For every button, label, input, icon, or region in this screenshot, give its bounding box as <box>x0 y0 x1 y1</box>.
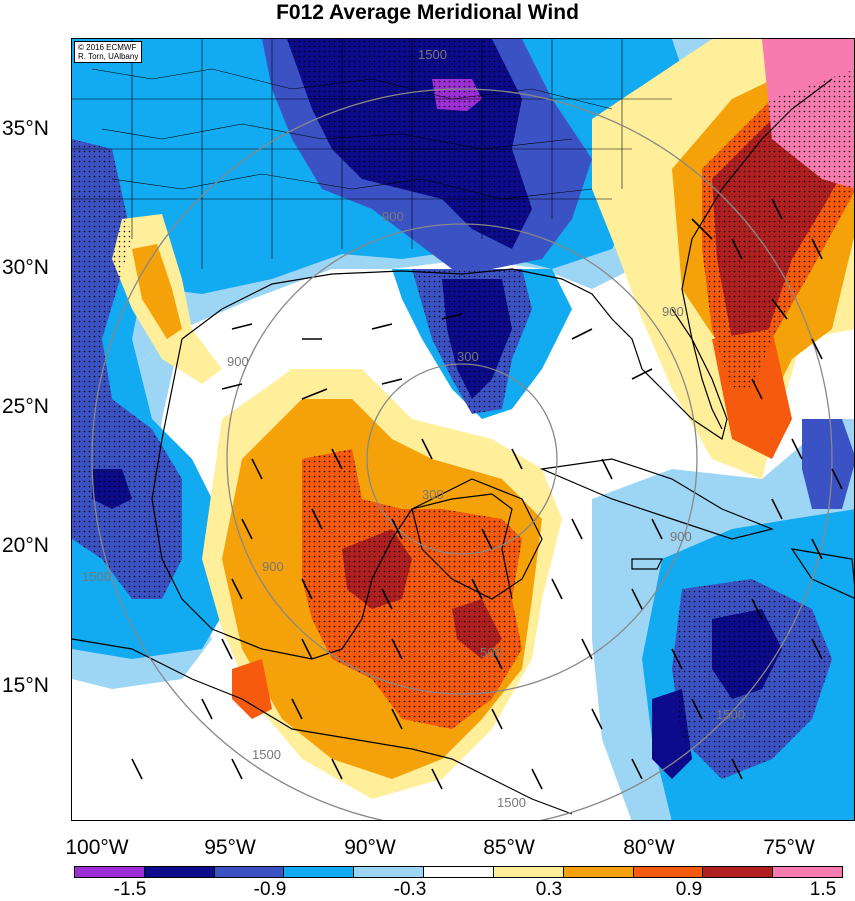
coastlines <box>72 78 854 815</box>
lon-label-90w: 90°W <box>344 836 396 859</box>
wind-barbs <box>131 198 843 790</box>
contour-label: 1500 <box>82 569 111 584</box>
contour-label: 300 <box>457 349 479 364</box>
colorbar-swatch <box>353 866 425 878</box>
contour-label: 300 <box>422 487 444 502</box>
stipple-se <box>672 579 832 779</box>
cuba <box>539 458 774 540</box>
contour-label: 500 <box>480 645 502 660</box>
colorbar-label: -0.3 <box>393 879 427 900</box>
colorbar-swatch <box>213 866 285 878</box>
lat-label-25n: 25°N <box>2 395 49 418</box>
lon-label-80w: 80°W <box>623 836 675 859</box>
florida <box>671 308 723 430</box>
contour-label: 900 <box>670 529 692 544</box>
stipple-north <box>287 39 532 249</box>
lon-label-95w: 95°W <box>204 836 256 859</box>
colorbar-swatch <box>492 866 564 878</box>
colorbar-swatch <box>632 866 704 878</box>
contour-label: 900 <box>227 354 249 369</box>
colorbar-swatch <box>143 866 215 878</box>
map-title: F012 Average Meridional Wind <box>276 1 579 24</box>
contour-label: 1500 <box>252 747 281 762</box>
field-left-strong-positive <box>232 659 272 719</box>
colorbar-swatch <box>283 866 355 878</box>
lon-label-85w: 85°W <box>483 836 535 859</box>
colorbar <box>74 866 843 878</box>
credit-line-2: R. Torn, UAlbany <box>78 52 139 61</box>
mexico-coast <box>151 338 513 660</box>
colorbar-swatch <box>423 866 494 878</box>
gulf-coast <box>181 78 833 440</box>
stipple-east <box>702 69 854 389</box>
hispaniola <box>790 548 854 599</box>
contour-label: 1500 <box>418 47 447 62</box>
contour-label: 900 <box>662 304 684 319</box>
colorbar-label: -0.9 <box>253 879 287 900</box>
lat-label-30n: 30°N <box>2 256 49 279</box>
central-america-coast <box>72 638 573 815</box>
contour-label: 1500 <box>716 707 745 722</box>
colorbar-swatch <box>74 866 145 878</box>
political-boundaries <box>72 39 672 269</box>
map-panel: © 2016 ECMWF R. Torn, UAlbany 1500 900 3… <box>71 38 855 821</box>
lon-label-75w: 75°W <box>763 836 815 859</box>
distance-rings <box>91 88 833 820</box>
stipple-plume <box>412 269 532 414</box>
stipple-central <box>302 449 522 729</box>
colorbar-label: 0.3 <box>535 879 563 900</box>
colorbar-swatch <box>702 866 774 878</box>
lat-label-20n: 20°N <box>2 534 49 557</box>
colorbar-label: 1.5 <box>809 879 837 900</box>
lon-label-100w: 100°W <box>65 836 129 859</box>
colorbar-swatch <box>772 866 843 878</box>
colorbar-label: -1.5 <box>113 879 147 900</box>
field-texas-positive <box>132 244 182 339</box>
lat-label-15n: 15°N <box>2 674 49 697</box>
wind-shading <box>72 39 854 820</box>
colorbar-swatch <box>562 866 634 878</box>
contour-label: 1500 <box>497 795 526 810</box>
credit-box: © 2016 ECMWF R. Torn, UAlbany <box>74 41 143 63</box>
contour-label: 900 <box>382 209 404 224</box>
colorbar-label: 0.9 <box>675 879 703 900</box>
map-canvas <box>72 39 854 820</box>
lat-label-35n: 35°N <box>2 117 49 140</box>
jamaica <box>631 558 663 570</box>
contour-label: 900 <box>262 559 284 574</box>
credit-line-1: © 2016 ECMWF <box>78 43 137 52</box>
yucatan <box>411 478 543 600</box>
